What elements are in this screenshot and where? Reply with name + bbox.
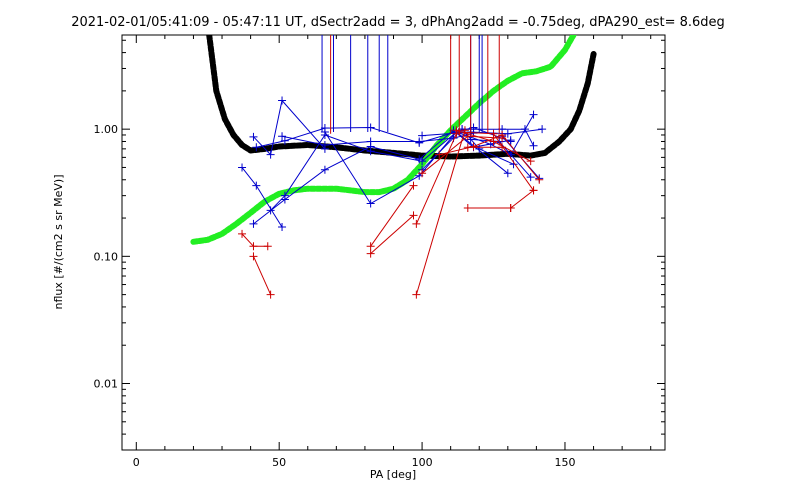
data-point: [489, 137, 498, 146]
data-point: [418, 169, 427, 178]
data-point: [503, 169, 512, 178]
data-point: [366, 249, 375, 258]
data-point: [280, 136, 289, 145]
data-point: [435, 150, 444, 159]
data-point: [249, 132, 258, 141]
data-point: [409, 181, 418, 190]
data-point: [263, 242, 272, 251]
x-tick-label: 150: [554, 456, 575, 469]
data-point: [415, 138, 424, 147]
data-point: [320, 165, 329, 174]
data-point: [278, 96, 287, 105]
data-layer: [190, 35, 597, 299]
data-point: [498, 143, 507, 152]
data-point: [463, 143, 472, 152]
ticks-layer: 0 50 100 150 0.01 0.10 1.00: [94, 35, 665, 469]
data-point: [412, 290, 421, 299]
data-point: [320, 127, 329, 136]
data-point: [415, 155, 424, 164]
red-series-line: [510, 190, 534, 209]
data-point: [252, 181, 261, 190]
y-tick-label: 0.10: [94, 250, 119, 263]
data-point: [535, 175, 544, 184]
data-point: [529, 110, 538, 119]
data-point: [320, 141, 329, 150]
red-series-line: [415, 130, 466, 295]
data-point: [526, 173, 535, 182]
data-point: [529, 141, 538, 150]
x-tick-label: 0: [133, 456, 140, 469]
data-point: [238, 229, 247, 238]
data-point: [538, 125, 547, 134]
x-tick-label: 100: [412, 456, 433, 469]
data-point: [278, 223, 287, 232]
data-point: [469, 142, 478, 151]
data-point: [409, 211, 418, 220]
data-point: [529, 186, 538, 195]
data-point: [252, 143, 261, 152]
data-point: [266, 150, 275, 159]
red-series-line: [370, 215, 414, 254]
data-point: [249, 252, 258, 261]
x-axis-label: PA [deg]: [370, 468, 416, 481]
data-point: [463, 203, 472, 212]
data-point: [366, 199, 375, 208]
black-model-curve: [206, 35, 597, 160]
red-series-line: [253, 256, 272, 295]
data-point: [249, 242, 258, 251]
green-model-curve: [190, 35, 577, 245]
data-point: [266, 290, 275, 299]
data-point: [526, 157, 535, 166]
data-point: [475, 144, 484, 153]
y-tick-label: 1.00: [94, 123, 119, 136]
red-series-line: [439, 134, 540, 181]
data-point: [366, 142, 375, 151]
data-point: [412, 219, 421, 228]
red-series-line: [415, 133, 457, 225]
y-tick-label: 0.01: [94, 378, 119, 391]
data-point: [498, 130, 507, 139]
red-series-line: [370, 185, 414, 247]
x-tick-label: 50: [272, 456, 286, 469]
blue-series-line: [422, 128, 543, 137]
data-point: [506, 136, 515, 145]
data-point: [280, 195, 289, 204]
chart-title: 2021-02-01/05:41:09 - 05:47:11 UT, dSect…: [71, 15, 725, 30]
blue-series-line: [253, 129, 511, 225]
data-point: [489, 129, 498, 138]
y-axis-label: nflux [#/(cm2 s sr MeV)]: [52, 175, 65, 310]
data-point: [249, 219, 258, 228]
data-point: [506, 203, 515, 212]
data-point: [366, 242, 375, 251]
data-point: [503, 129, 512, 138]
data-point: [238, 163, 247, 172]
red-series-line: [241, 233, 268, 247]
data-point: [418, 131, 427, 140]
data-point: [278, 132, 287, 141]
